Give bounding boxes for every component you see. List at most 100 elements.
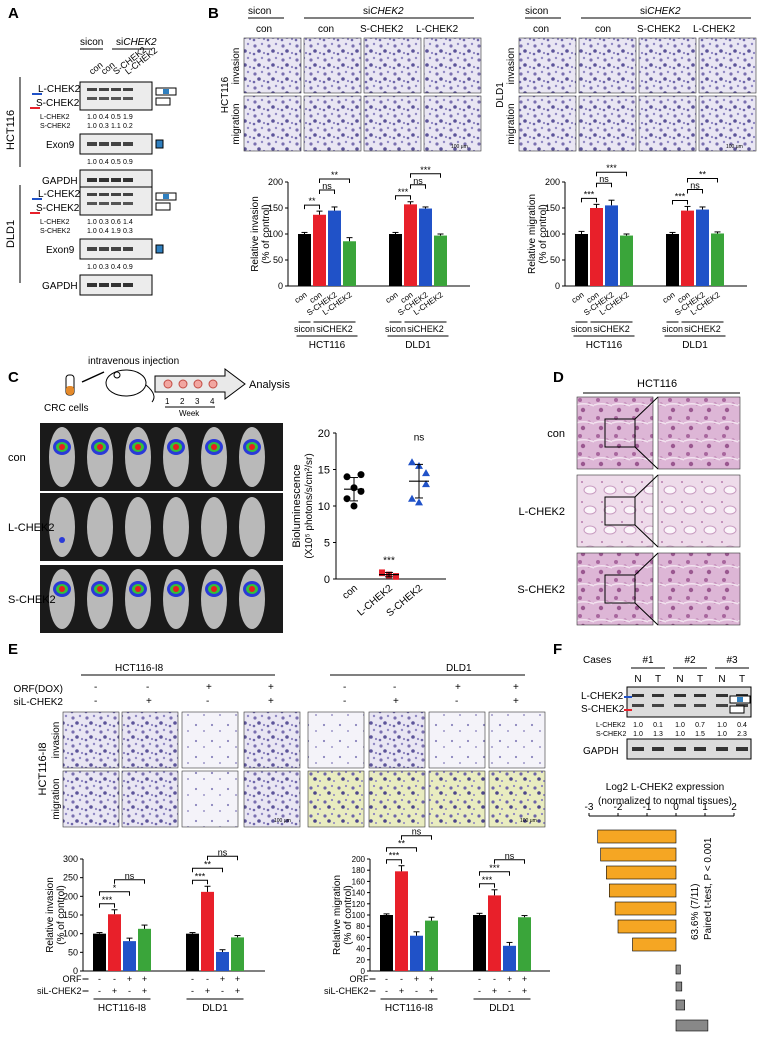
- hct116-band-short: [123, 97, 133, 100]
- dld1-band-long: [111, 193, 121, 196]
- bar: [93, 933, 106, 971]
- dld1-ratio-short: 0.4: [99, 228, 109, 235]
- b-migration-chart: 0 50 100 150 200 Relative migration (% of cont…: [527, 163, 747, 351]
- significance-bracket: [596, 171, 627, 177]
- zoom-line: [634, 552, 659, 576]
- bar: [108, 914, 121, 971]
- e1-orf-sign: -: [98, 974, 101, 984]
- f-ratio-short: 2.3: [737, 731, 747, 738]
- dld1-col-label: con: [533, 24, 549, 35]
- e2-si-sign: -: [385, 986, 388, 996]
- bar: [186, 933, 199, 971]
- week-num-2: 2: [180, 397, 185, 406]
- histology-high-mag: [657, 396, 741, 470]
- significance-bracket: [304, 204, 320, 210]
- line-label-hct116: HCT116: [5, 110, 17, 150]
- bar: [389, 234, 402, 286]
- e1-si-sign: -: [128, 986, 131, 996]
- header-sicon: sicon: [80, 37, 103, 48]
- hct116-short-isoform-icon: [155, 97, 171, 106]
- hct116-col-label: S-CHEK2: [360, 24, 404, 35]
- hct116-si-label: siCHEK2: [363, 6, 404, 17]
- y-tick-label: 20: [318, 428, 330, 440]
- data-point: [343, 473, 351, 481]
- bar: [410, 935, 423, 971]
- week-label: Week: [179, 409, 200, 418]
- mouse-silhouette: [239, 497, 265, 557]
- e-micrograph-migration: [243, 770, 301, 828]
- hct116-exon9-icon: [163, 89, 169, 94]
- y-axis-label: Relative migration: [527, 194, 538, 274]
- dld1-band-long: [87, 193, 97, 196]
- hct116-ratio-long: 1.0: [87, 114, 97, 121]
- dld1-short-label: S-CHEK2: [36, 203, 80, 214]
- e2-si-sign: +: [399, 986, 404, 996]
- y-tick-label: 50: [273, 255, 283, 265]
- zoom-line: [634, 396, 659, 420]
- bioluminescence-scatter: 0 5 10 15 20 Bioluminescence (X10⁵ photons/s/c…: [291, 428, 446, 619]
- injection-label: intravenous injection: [88, 356, 179, 367]
- x-tick-label: 2: [731, 802, 737, 813]
- b2-cell-line: HCT116: [586, 340, 623, 351]
- significance-label: **: [699, 169, 707, 179]
- y-tick-label: 50: [550, 255, 560, 265]
- f-nt-label: T: [655, 674, 661, 685]
- f-ratio-short: 1.0: [675, 731, 685, 738]
- significance-label: ***: [584, 189, 595, 199]
- e-row-invasion: invasion: [51, 722, 62, 759]
- f-chart-subtitle: (normalized to normal tissues): [598, 796, 732, 807]
- significance-bracket: [386, 859, 402, 864]
- panel-e: E HCT116-I8 DLD1 ORF(DOX) siL-CHEK2 - - - + + - + +…: [8, 641, 550, 1014]
- hct116-ratio-long: 0.4: [99, 114, 109, 121]
- b1-sicon-group: sicon: [385, 324, 406, 334]
- e-micrograph-invasion: [488, 711, 546, 769]
- e2-cell-line: DLD1: [489, 1003, 515, 1014]
- f-ratio-short: 1.0: [633, 731, 643, 738]
- dld1-long-label: L-CHEK2: [38, 189, 81, 200]
- zoom-line: [634, 446, 659, 470]
- e2-si-sign: -: [508, 986, 511, 996]
- x-tick-label: -1: [643, 802, 652, 813]
- ivis-row-label: con: [8, 452, 26, 464]
- dld1-si-label: siCHEK2: [640, 6, 681, 17]
- dld1-ratio-long-name: L-CHEK2: [40, 219, 70, 226]
- bar: [605, 205, 618, 286]
- e2-cell-line: HCT116-I8: [385, 1003, 434, 1014]
- hct116-si-gene: CHEK2: [370, 6, 404, 17]
- significance-bracket: [401, 835, 432, 840]
- histology-low-mag: [576, 396, 654, 470]
- y-tick-label: 15: [318, 465, 330, 477]
- hct116-ratio-exon9: 0.9: [123, 159, 133, 166]
- significance-bracket: [99, 891, 130, 896]
- zoom-line: [634, 524, 659, 548]
- y-axis-label: Relative invasion: [250, 196, 261, 272]
- dld1-ratio-long: 1.4: [123, 219, 133, 226]
- zoom-box: [604, 496, 636, 526]
- hct116-sicon: sicon: [248, 6, 271, 17]
- dld1-ratio-short-name: S-CHEK2: [40, 228, 70, 235]
- dld1-band-short: [123, 202, 133, 205]
- dld1-gapdh-label: GAPDH: [42, 281, 78, 292]
- schematic: CRC cells intravenous injection 1 2 3 4 …: [44, 356, 290, 418]
- dld1-col-label: L-CHEK2: [693, 24, 736, 35]
- y-tick-label: 160: [352, 877, 366, 886]
- significance-bracket: [395, 195, 411, 200]
- bar: [313, 214, 326, 286]
- data-point: [422, 469, 430, 477]
- b2-si-group: siCHEK2: [684, 324, 721, 334]
- bar: [620, 235, 633, 286]
- y-axis-label: Relative migration: [332, 875, 343, 955]
- f-case-number: #3: [726, 655, 738, 666]
- significance-label: ns: [322, 181, 332, 191]
- significance-bracket: [192, 867, 223, 873]
- e2-si-sign: -: [415, 986, 418, 996]
- dld1-sicon: sicon: [525, 6, 548, 17]
- analysis-label: Analysis: [249, 379, 290, 391]
- data-point: [357, 471, 365, 479]
- e-si-sign: -: [455, 696, 458, 707]
- dld1-micrograph: [518, 37, 577, 94]
- hct116-long-label: L-CHEK2: [38, 84, 81, 95]
- panel-letter-d: D: [553, 369, 564, 386]
- mouse-silhouette: [239, 569, 265, 629]
